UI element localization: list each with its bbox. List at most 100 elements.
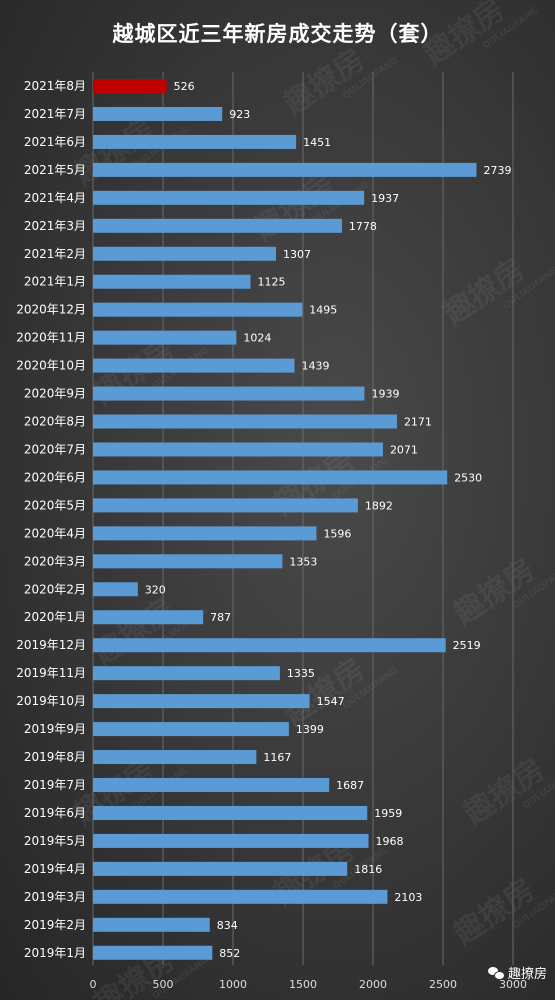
value-label: 320 [145, 583, 166, 596]
value-label: 2103 [394, 891, 422, 904]
x-tick-label: 2000 [359, 978, 387, 991]
category-label: 2019年8月 [24, 750, 86, 764]
wechat-icon [487, 966, 505, 980]
category-label: 2020年11月 [16, 331, 86, 345]
value-label: 2171 [404, 416, 432, 429]
bar [93, 694, 310, 709]
x-tick-label: 500 [153, 978, 174, 991]
value-label: 1399 [296, 723, 324, 736]
category-label: 2019年3月 [24, 890, 86, 904]
value-label: 1335 [287, 667, 315, 680]
bars [93, 79, 477, 960]
bar [93, 302, 303, 317]
value-label: 526 [174, 80, 195, 93]
value-label: 1439 [301, 360, 329, 373]
category-label: 2021年8月 [24, 79, 86, 93]
category-label: 2021年6月 [24, 135, 86, 149]
value-label: 1451 [303, 136, 331, 149]
bar [93, 778, 330, 792]
bar [93, 666, 280, 681]
category-label: 2020年8月 [24, 415, 86, 429]
value-label: 1547 [317, 695, 345, 708]
value-label: 1959 [374, 807, 402, 820]
category-label: 2020年3月 [24, 554, 86, 568]
category-label: 2019年10月 [16, 694, 86, 708]
category-label: 2021年3月 [24, 219, 86, 233]
bar [93, 498, 358, 513]
gridlines [92, 72, 514, 965]
bar [93, 610, 204, 625]
bar [93, 134, 297, 149]
category-label: 2020年2月 [24, 582, 86, 596]
x-axis-ticks: 0 500 1000 1500 2000 2500 3000 [90, 978, 528, 991]
category-label: 2019年6月 [24, 806, 86, 820]
value-label: 852 [219, 947, 240, 960]
y-axis-labels: 2021年8月 2021年7月 2021年6月 2021年5月 2021年4月 2021年… [16, 79, 86, 960]
bar [93, 805, 368, 820]
value-label: 787 [210, 611, 231, 624]
category-label: 2020年1月 [24, 610, 86, 624]
bar [93, 722, 289, 737]
category-label: 2019年1月 [24, 946, 86, 960]
bar [93, 945, 213, 960]
category-label: 2020年7月 [24, 442, 86, 456]
bar [93, 470, 448, 485]
bar [93, 358, 295, 373]
value-label: 1353 [289, 555, 317, 568]
value-label: 1687 [336, 779, 364, 792]
category-label: 2021年1月 [24, 275, 86, 289]
x-tick-label: 0 [90, 978, 97, 991]
bar [93, 162, 477, 177]
bar [93, 889, 388, 904]
bar [93, 638, 446, 653]
value-label: 1596 [323, 527, 351, 540]
value-label: 1778 [349, 220, 377, 233]
brand-label: 趣撩房 [507, 967, 547, 982]
bar [93, 79, 167, 93]
bar [93, 554, 283, 569]
bar [93, 414, 397, 429]
value-label: 1816 [354, 863, 382, 876]
value-label: 2071 [390, 443, 418, 456]
value-label: 1939 [371, 388, 399, 401]
data-labels: 526 923 1451 2739 1937 1778 1307 1125 1495 1024 14… [145, 80, 512, 960]
value-label: 1024 [243, 332, 271, 345]
category-label: 2020年12月 [16, 303, 86, 317]
bar [93, 190, 365, 205]
chart-title: 越城区近三年新房成交走势（套） [112, 22, 443, 46]
value-label: 1937 [371, 192, 399, 205]
bar [93, 386, 365, 401]
category-label: 2019年11月 [16, 666, 86, 680]
bar [93, 330, 237, 345]
category-label: 2020年10月 [16, 359, 86, 373]
category-label: 2019年9月 [24, 722, 86, 736]
bar [93, 917, 210, 932]
bar [93, 106, 223, 121]
category-label: 2021年5月 [24, 163, 86, 177]
x-tick-label: 1000 [219, 978, 247, 991]
value-label: 1167 [263, 751, 291, 764]
bar [93, 582, 138, 597]
bar [93, 246, 276, 261]
value-label: 923 [229, 108, 250, 121]
category-label: 2021年4月 [24, 191, 86, 205]
category-label: 2020年4月 [24, 526, 86, 540]
category-label: 2019年12月 [16, 638, 86, 652]
value-label: 834 [217, 919, 238, 932]
bar [93, 218, 342, 233]
bar [93, 274, 251, 289]
category-label: 2020年6月 [24, 470, 86, 484]
value-label: 2519 [453, 639, 481, 652]
bar [93, 442, 383, 457]
bar [93, 833, 369, 848]
value-label: 2739 [483, 164, 511, 177]
brand-badge: 趣撩房 [487, 963, 547, 982]
value-label: 1968 [376, 835, 404, 848]
value-label: 2530 [454, 471, 482, 484]
category-label: 2019年5月 [24, 834, 86, 848]
category-label: 2020年9月 [24, 387, 86, 401]
x-tick-label: 1500 [289, 978, 317, 991]
category-label: 2019年7月 [24, 778, 86, 792]
x-tick-label: 2500 [429, 978, 457, 991]
